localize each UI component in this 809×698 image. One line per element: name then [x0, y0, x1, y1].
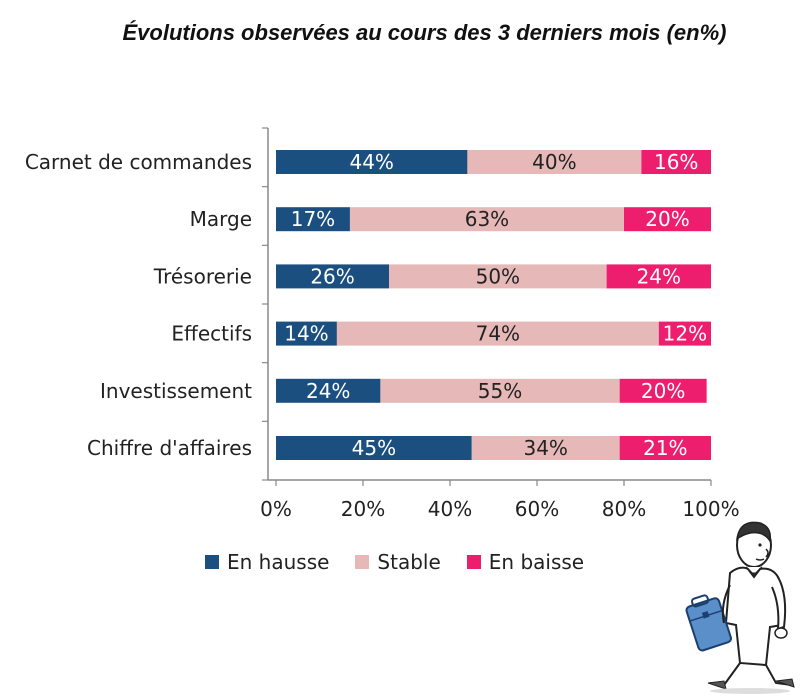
category-label: Marge: [190, 207, 252, 231]
bar-value-label: 45%: [352, 436, 396, 460]
legend-item-en-hausse: En hausse: [205, 550, 329, 574]
bar-value-label: 40%: [532, 150, 576, 174]
bar-segment: [276, 378, 381, 403]
bar-segment: [389, 264, 607, 289]
bar-segment: [619, 436, 711, 460]
bar-value-label: 26%: [310, 264, 354, 288]
walking-businessman-icon: [685, 521, 795, 694]
bar-segment: [349, 207, 624, 232]
legend-swatch-en-hausse: [205, 555, 219, 569]
bar-segment: [276, 436, 472, 460]
legend: En hausse Stable En baisse: [205, 550, 584, 574]
category-label: Trésorerie: [153, 264, 252, 288]
bar-value-label: 24%: [306, 379, 350, 403]
bar-value-label: 12%: [663, 322, 707, 346]
bar-segment: [658, 321, 711, 346]
bar-value-label: 63%: [465, 207, 509, 231]
bar-value-label: 74%: [476, 322, 520, 346]
bar-value-label: 20%: [641, 379, 685, 403]
bar-segment: [276, 321, 337, 346]
category-label: Effectifs: [171, 322, 252, 346]
legend-swatch-en-baisse: [466, 555, 481, 569]
bar-value-label: 14%: [284, 322, 328, 346]
bar-value-label: 16%: [654, 150, 698, 174]
x-tick-label: 60%: [515, 497, 559, 521]
bar-value-label: 44%: [349, 150, 393, 174]
bar-segment: [276, 150, 468, 174]
chart-title: Évolutions observées au cours des 3 dern…: [122, 20, 727, 45]
bar-segment: [624, 207, 711, 232]
x-tick-label: 40%: [428, 497, 472, 521]
bar-segment: [276, 207, 350, 232]
bar-value-label: 34%: [523, 436, 567, 460]
category-label: Carnet de commandes: [25, 150, 252, 174]
bar-segment: [467, 150, 642, 174]
bar-value-label: 55%: [478, 379, 522, 403]
bar-value-label: 50%: [476, 264, 520, 288]
bar-segment: [336, 321, 659, 346]
category-label: Chiffre d'affaires: [87, 436, 252, 460]
x-tick-label: 20%: [341, 497, 385, 521]
bar-segment: [619, 378, 707, 403]
legend-swatch-stable: [355, 555, 370, 569]
category-label: Investissement: [100, 379, 252, 403]
legend-label-en-baisse: En baisse: [488, 550, 585, 574]
legend-item-stable: Stable: [355, 550, 441, 574]
bar-segment: [641, 150, 711, 174]
x-tick-label: 0%: [260, 497, 292, 521]
bar-value-label: 20%: [645, 207, 689, 231]
x-tick-label: 80%: [602, 497, 646, 521]
bar-segment: [471, 436, 620, 460]
legend-label-en-hausse: En hausse: [227, 550, 330, 574]
bar-segment: [276, 264, 390, 289]
bar-value-label: 17%: [291, 207, 335, 231]
legend-item-en-baisse: En baisse: [466, 550, 585, 574]
bar-value-label: 21%: [643, 436, 687, 460]
bar-segment: [380, 378, 620, 403]
bar-value-label: 24%: [637, 264, 681, 288]
bar-segment: [606, 264, 711, 289]
x-tick-label: 100%: [682, 497, 739, 521]
legend-label-stable: Stable: [377, 550, 441, 574]
